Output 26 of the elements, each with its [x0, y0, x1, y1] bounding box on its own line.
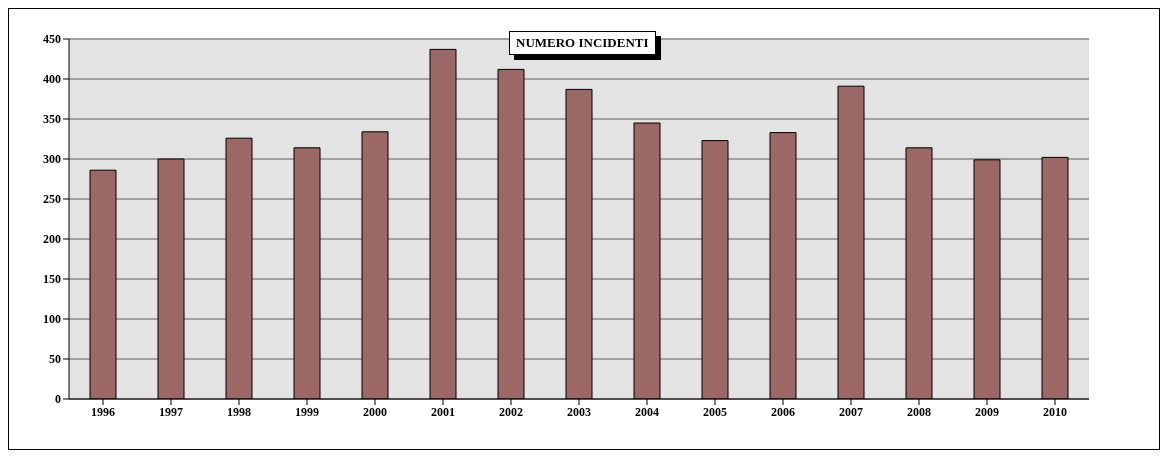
y-tick-label: 300 — [43, 152, 61, 167]
x-tick-label: 1998 — [227, 404, 251, 419]
y-tick-label: 250 — [43, 192, 61, 207]
y-tick-label: 100 — [43, 312, 61, 327]
x-tick-label: 2008 — [907, 404, 931, 419]
y-tick-label: 450 — [43, 32, 61, 47]
x-tick-label: 2009 — [975, 404, 999, 419]
chart-title: NUMERO INCIDENTI — [509, 31, 656, 55]
y-tick-label: 400 — [43, 72, 61, 87]
x-tick-label: 1999 — [295, 404, 319, 419]
x-tick-label: 1996 — [91, 404, 115, 419]
x-tick-label: 2002 — [499, 404, 523, 419]
x-tick-label: 2010 — [1043, 404, 1067, 419]
x-tick-label: 2001 — [431, 404, 455, 419]
y-tick-label: 200 — [43, 232, 61, 247]
x-tick-label: 1997 — [159, 404, 183, 419]
x-tick-label: 2006 — [771, 404, 795, 419]
y-tick-label: 0 — [55, 392, 61, 407]
x-tick-label: 2005 — [703, 404, 727, 419]
x-tick-label: 2007 — [839, 404, 863, 419]
y-tick-label: 350 — [43, 112, 61, 127]
x-tick-label: 2000 — [363, 404, 387, 419]
y-tick-label: 150 — [43, 272, 61, 287]
x-tick-label: 2003 — [567, 404, 591, 419]
y-tick-label: 50 — [49, 352, 61, 367]
x-tick-label: 2004 — [635, 404, 659, 419]
